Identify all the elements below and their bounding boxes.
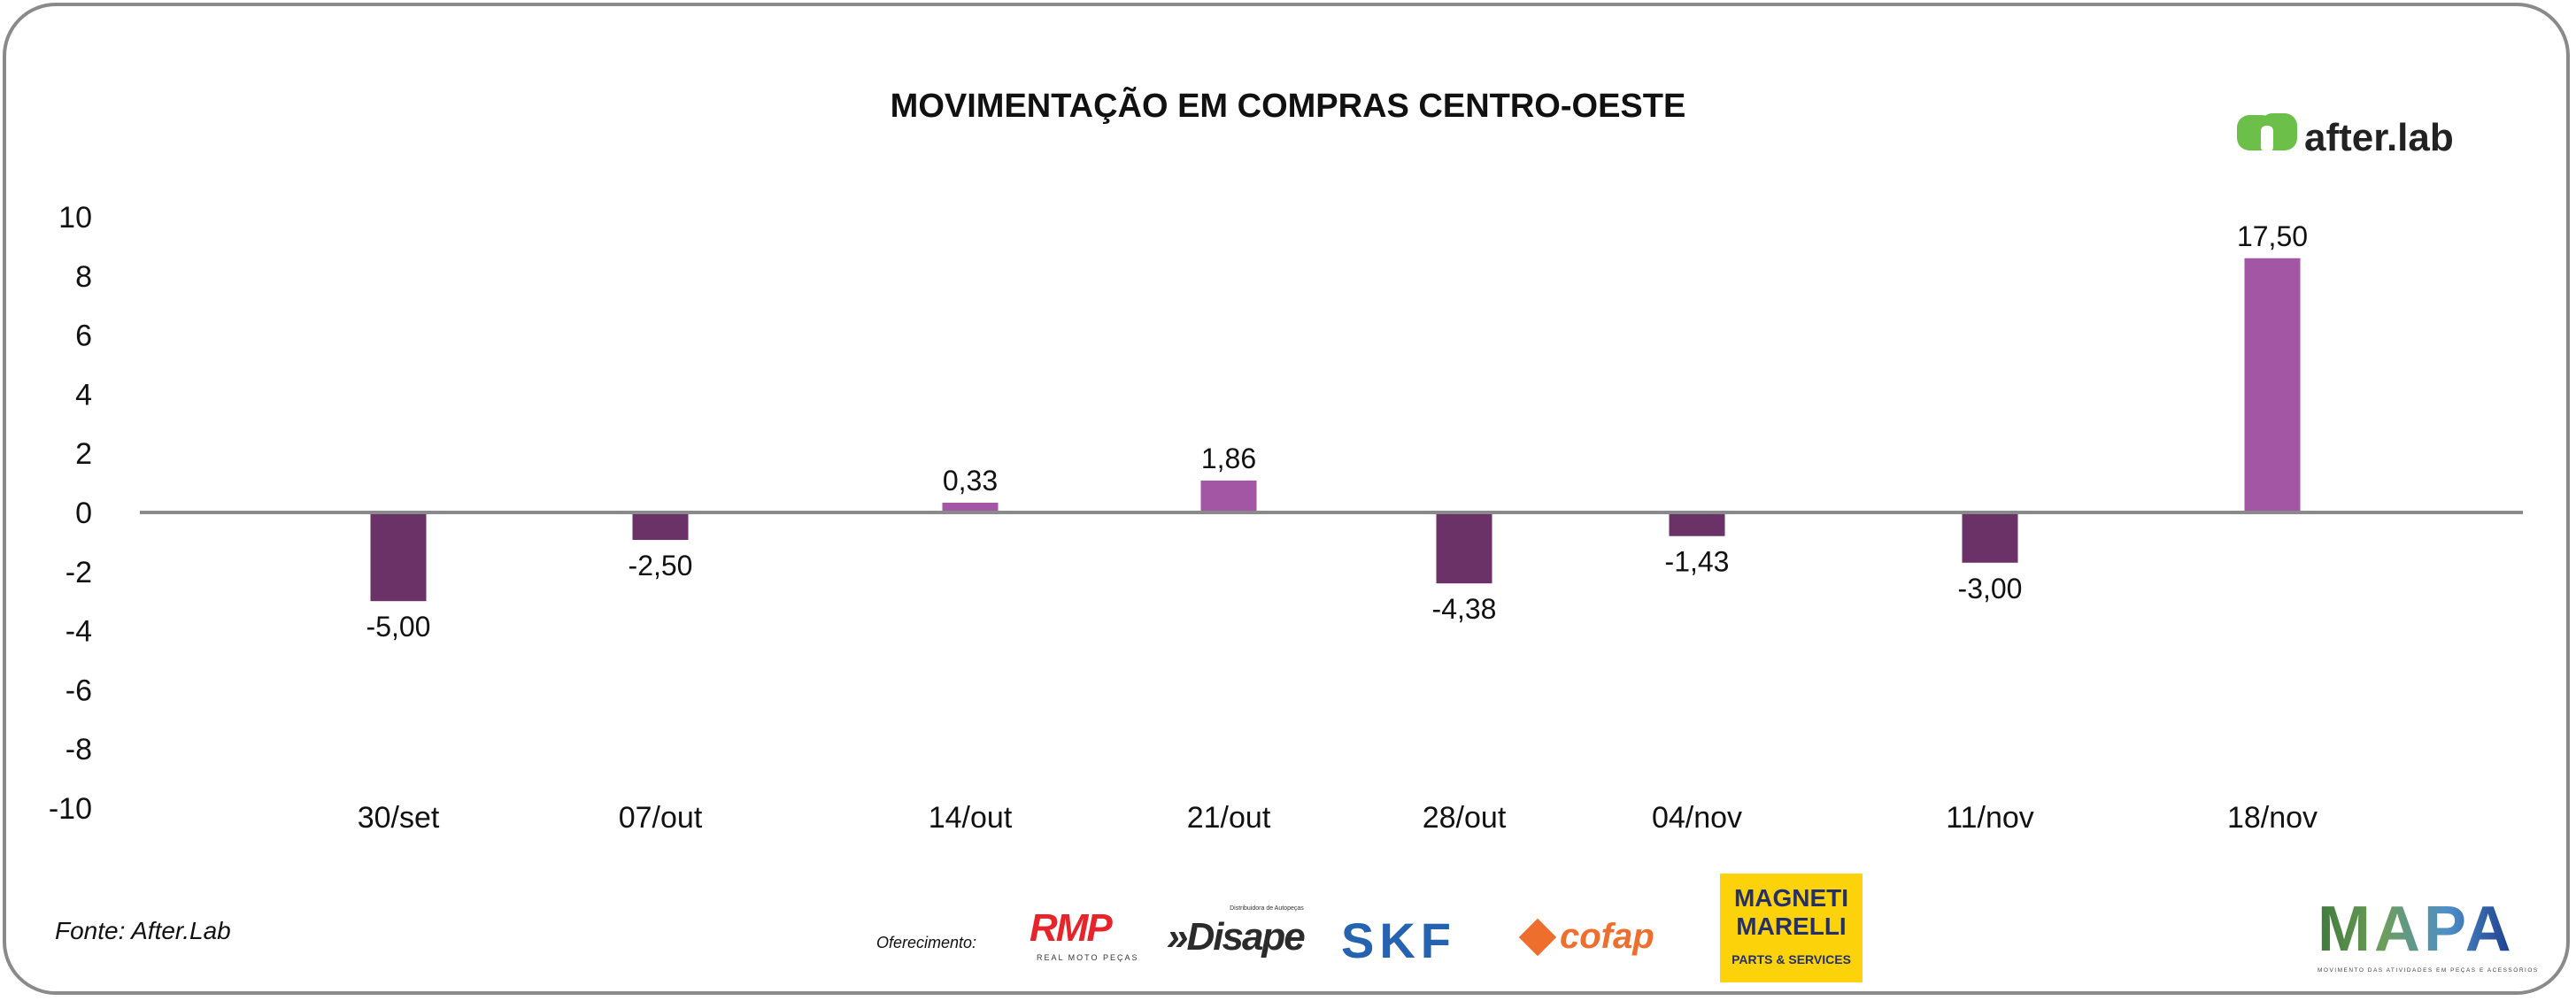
bar-14/out <box>942 502 999 512</box>
y-tick-label: -6 <box>66 674 92 707</box>
cofap-logo-text: cofap <box>1560 917 1654 956</box>
x-tick-label: 30/set <box>358 801 440 835</box>
rmp-logo: RMP REAL MOTO PEÇAS <box>1030 906 1139 963</box>
x-tick-label: 28/out <box>1423 801 1507 835</box>
data-label: -1,43 <box>1665 546 1730 578</box>
skf-logo: SKF <box>1341 912 1456 968</box>
y-tick-label: -10 <box>49 792 92 826</box>
y-tick-label: -4 <box>66 615 92 649</box>
x-tick-label: 18/nov <box>2227 801 2318 835</box>
bar-11/nov <box>1962 512 2018 563</box>
data-label: -3,00 <box>1958 573 2023 604</box>
x-tick-label: 14/out <box>929 801 1013 835</box>
y-tick-label: -8 <box>66 733 92 766</box>
bar-21/out <box>1200 480 1257 512</box>
magneti-logo-text: MAGNETI MARELLI <box>1733 884 1849 940</box>
data-label: 1,86 <box>1201 443 1256 474</box>
y-tick-label: 8 <box>75 260 92 294</box>
y-tick-label: -2 <box>66 556 92 589</box>
mapa-logo: MAPA MOVIMENTO DAS ATIVIDADES EM PEÇAS E… <box>2318 894 2539 974</box>
y-tick-label: 4 <box>75 378 92 412</box>
data-label: 17,50 <box>2237 220 2308 252</box>
y-tick-label: 10 <box>58 201 92 235</box>
sponsors-label: Oferecimento: <box>876 934 977 951</box>
afterlab-logo-text: after.lab <box>2304 116 2454 159</box>
rmp-logo-text: RMP <box>1030 906 1113 950</box>
x-tick-label: 11/nov <box>1946 801 2034 835</box>
x-tick-label: 04/nov <box>1652 801 1742 835</box>
data-label: -2,50 <box>629 550 693 581</box>
disape-logo: Distribuidora de Autopeças »Disape <box>1167 905 1306 960</box>
chart-frame <box>3 3 2570 995</box>
magneti-logo-sub: PARTS & SERVICES <box>1731 952 1851 966</box>
afterlab-logo: after.lab <box>2237 113 2476 166</box>
cofap-logo: cofap <box>1518 917 1654 957</box>
data-label: 0,33 <box>943 465 998 497</box>
data-label: -4,38 <box>1432 593 1497 625</box>
cofap-mark-icon <box>1518 918 1557 956</box>
bar-18/nov <box>2244 258 2301 512</box>
rmp-logo-sub: REAL MOTO PEÇAS <box>1037 953 1139 962</box>
data-label: -5,00 <box>366 611 431 643</box>
x-tick-label: 07/out <box>619 801 703 835</box>
source-note: Fonte: After.Lab <box>55 917 231 944</box>
magneti-marelli-logo: MAGNETI MARELLI PARTS & SERVICES <box>1720 874 1863 982</box>
bar-28/out <box>1436 512 1492 584</box>
y-tick-label: 2 <box>75 437 92 471</box>
bar-07/out <box>632 512 689 541</box>
y-tick-label: 6 <box>75 320 92 353</box>
y-tick-label: 0 <box>75 497 92 530</box>
x-tick-label: 21/out <box>1187 801 1271 835</box>
bar-30/set <box>370 512 427 602</box>
chart-title: MOVIMENTAÇÃO EM COMPRAS CENTRO-OESTE <box>891 86 1686 125</box>
bar-04/nov <box>1669 512 1725 536</box>
disape-logo-text: »Disape <box>1167 915 1306 959</box>
mapa-logo-text: MAPA <box>2318 894 2515 965</box>
disape-logo-sub: Distribuidora de Autopeças <box>1230 905 1304 912</box>
mapa-logo-sub: MOVIMENTO DAS ATIVIDADES EM PEÇAS E ACES… <box>2318 967 2539 974</box>
